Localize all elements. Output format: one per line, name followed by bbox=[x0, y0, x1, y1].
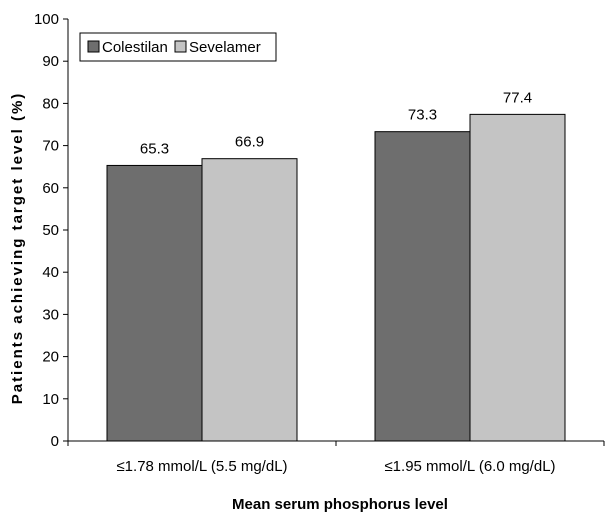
x-category-label: ≤1.78 mmol/L (5.5 mg/dL) bbox=[116, 458, 287, 475]
y-tick-label: 0 bbox=[51, 433, 59, 450]
bars bbox=[106, 113, 566, 442]
y-tick-label: 30 bbox=[42, 306, 59, 323]
data-labels: 65.3 66.9 73.3 77.4 bbox=[140, 89, 532, 157]
legend-swatch bbox=[174, 40, 187, 53]
bar-value-label: 66.9 bbox=[235, 134, 264, 151]
bar-value-label: 73.3 bbox=[408, 107, 437, 124]
bar-sevelamer bbox=[469, 113, 566, 442]
y-tick-label: 10 bbox=[42, 391, 59, 408]
y-tick-label: 40 bbox=[42, 264, 59, 281]
legend-swatch bbox=[87, 40, 100, 53]
x-axis-title: Mean serum phosphorus level bbox=[232, 496, 448, 513]
x-category-label: ≤1.95 mmol/L (6.0 mg/dL) bbox=[384, 458, 555, 475]
y-tick-label: 80 bbox=[42, 95, 59, 112]
y-tick-label: 70 bbox=[42, 138, 59, 155]
bar-sevelamer bbox=[201, 158, 298, 442]
x-axis: ≤1.78 mmol/L (5.5 mg/dL) ≤1.95 mmol/L (6.… bbox=[67, 440, 605, 475]
legend: Colestilan Sevelamer bbox=[79, 32, 277, 62]
legend-entry: Colestilan bbox=[102, 39, 168, 56]
y-axis: 0 10 20 30 40 50 60 70 80 90 100 bbox=[34, 11, 69, 450]
y-tick-label: 20 bbox=[42, 349, 59, 366]
bar-colestilan bbox=[374, 131, 471, 442]
bar-colestilan bbox=[106, 164, 203, 442]
y-tick-label: 50 bbox=[42, 222, 59, 239]
bar-value-label: 77.4 bbox=[503, 89, 532, 106]
bar-value-label: 65.3 bbox=[140, 140, 169, 157]
y-tick-label: 100 bbox=[34, 11, 59, 28]
y-tick-label: 60 bbox=[42, 180, 59, 197]
y-tick-label: 90 bbox=[42, 53, 59, 70]
y-axis-title: Patients achieving target level (%) bbox=[9, 92, 26, 405]
legend-entry: Sevelamer bbox=[189, 39, 261, 56]
